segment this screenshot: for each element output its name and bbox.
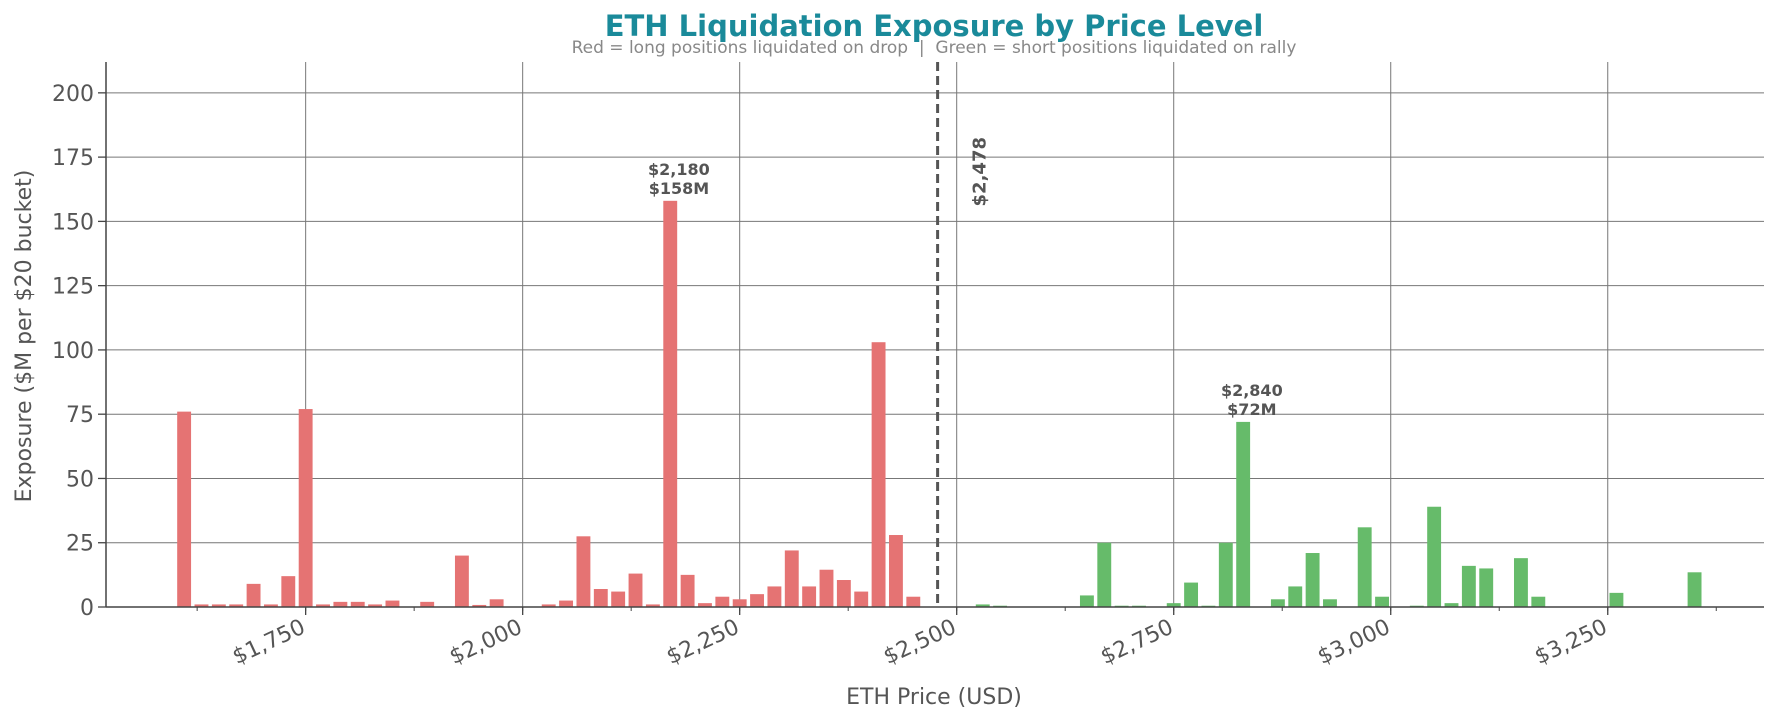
- long-liquidation-bar: [246, 583, 261, 607]
- chart-subtitle: Red = long positions liquidated on drop …: [572, 38, 1297, 58]
- long-liquidation-bar: [559, 600, 574, 607]
- chart-title: ETH Liquidation Exposure by Price Level: [605, 9, 1264, 43]
- y-tick-label: 0: [80, 596, 94, 621]
- long-liquidation-bar: [750, 594, 764, 607]
- long-liquidation-bar: [767, 586, 782, 607]
- x-tick-label: $3,000: [1314, 615, 1394, 670]
- long-liquidation-bar: [819, 569, 834, 607]
- short-liquidation-bar: [1079, 595, 1094, 607]
- long-liquidation-bar: [680, 574, 695, 607]
- short-liquidation-bar: [1444, 603, 1459, 607]
- long-liquidation-bar: [177, 411, 192, 607]
- long-liquidation-bar: [906, 596, 921, 607]
- long-liquidation-bar: [611, 591, 626, 607]
- long-liquidation-bar: [211, 604, 226, 607]
- long-liquidation-bar: [281, 576, 296, 607]
- long-liquidation-bar: [489, 599, 504, 607]
- long-liquidation-bar: [368, 604, 383, 607]
- short-liquidation-bar: [1323, 599, 1337, 607]
- grid: [106, 62, 1764, 607]
- y-tick-label: 50: [66, 467, 94, 492]
- y-tick-label: 125: [52, 275, 94, 300]
- annotation-price: $2,840: [1221, 381, 1283, 400]
- short-liquidation-bar: [1375, 596, 1389, 607]
- long-liquidation-bar: [576, 536, 591, 607]
- short-liquidation-bar: [1270, 599, 1285, 607]
- short-liquidation-bar: [1166, 603, 1181, 607]
- long-liquidation-bar: [454, 555, 469, 607]
- x-tick-label: $2,000: [446, 615, 526, 670]
- bars: [177, 200, 1702, 608]
- y-tick-label: 25: [66, 532, 94, 557]
- long-liquidation-bar: [298, 409, 313, 607]
- long-liquidation-bar: [194, 604, 209, 607]
- short-liquidation-bar: [1479, 568, 1494, 607]
- short-liquidation-bar: [1184, 582, 1199, 607]
- annotation-value: $158M: [649, 179, 709, 198]
- long-liquidation-bar: [593, 589, 608, 607]
- long-liquidation-bar: [715, 596, 730, 607]
- short-liquidation-bar: [1609, 592, 1624, 607]
- long-liquidation-bar: [888, 535, 903, 607]
- long-liquidation-bar: [385, 600, 400, 607]
- long-liquidation-bar: [472, 604, 487, 607]
- long-liquidation-bar: [316, 604, 330, 607]
- long-liquidation-bar: [698, 603, 712, 607]
- short-liquidation-bar: [1427, 506, 1442, 607]
- long-liquidation-bar: [871, 342, 886, 607]
- short-liquidation-bar: [1236, 421, 1251, 607]
- current-price-label: $2,478: [970, 137, 991, 206]
- y-tick-label: 150: [52, 210, 94, 235]
- long-liquidation-bar: [802, 586, 817, 607]
- long-liquidation-bar: [663, 200, 678, 608]
- long-liquidation-bar: [628, 573, 643, 607]
- long-liquidation-bar: [541, 604, 556, 607]
- x-tick-label: $2,500: [880, 615, 960, 670]
- x-tick-label: $3,250: [1531, 615, 1611, 670]
- short-liquidation-bar: [1357, 527, 1372, 607]
- short-liquidation-bar: [1288, 586, 1303, 607]
- annotation-price: $2,180: [648, 160, 710, 179]
- long-liquidation-bar: [645, 604, 660, 607]
- y-tick-label: 75: [66, 403, 94, 428]
- y-tick-label: 175: [52, 146, 94, 171]
- short-liquidation-bar: [1461, 565, 1476, 607]
- y-tick-label: 200: [52, 82, 94, 107]
- y-axis-label: Exposure ($M per $20 bucket): [12, 170, 37, 503]
- short-liquidation-bar: [1687, 572, 1702, 607]
- short-liquidation-bar: [975, 604, 990, 607]
- long-liquidation-bar: [854, 591, 869, 607]
- short-liquidation-bar: [1305, 553, 1320, 607]
- long-liquidation-bar: [263, 604, 278, 607]
- long-liquidation-bar: [732, 599, 747, 607]
- long-liquidation-bar: [333, 601, 348, 607]
- x-tick-label: $2,250: [663, 615, 743, 670]
- x-tick-label: $2,750: [1097, 615, 1177, 670]
- long-liquidation-bar: [420, 601, 435, 607]
- axes: $2,478: [105, 62, 1764, 608]
- short-liquidation-bar: [1218, 542, 1233, 607]
- long-liquidation-bar: [350, 601, 365, 607]
- long-liquidation-bar: [229, 604, 244, 607]
- x-axis-label: ETH Price (USD): [846, 685, 1022, 710]
- long-liquidation-bar: [836, 580, 851, 607]
- short-liquidation-bar: [1531, 596, 1546, 607]
- short-liquidation-bar: [1513, 558, 1528, 607]
- x-tick-label: $1,750: [229, 615, 309, 670]
- y-tick-label: 100: [52, 339, 94, 364]
- annotations: $2,180$158M $2,840$72M: [648, 160, 1283, 419]
- annotation-value: $72M: [1227, 400, 1276, 419]
- long-liquidation-bar: [784, 550, 799, 607]
- short-liquidation-bar: [1097, 542, 1112, 607]
